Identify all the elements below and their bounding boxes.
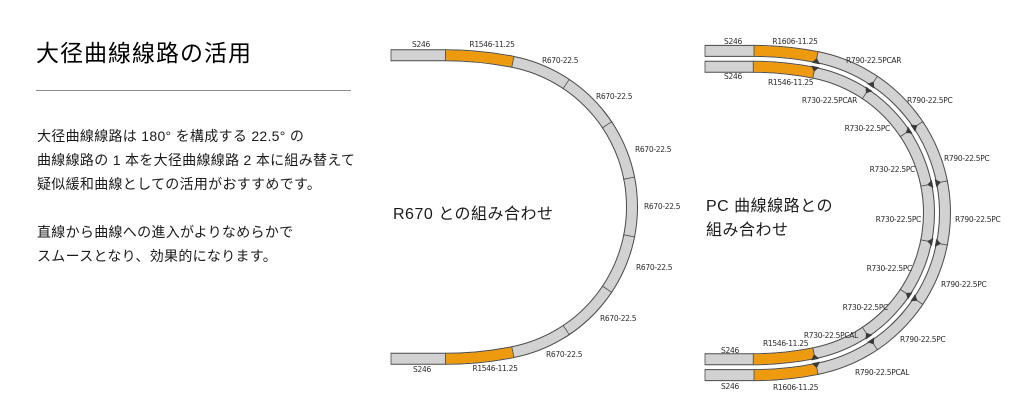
track-label: R1546-11.25 (768, 78, 814, 87)
track-body (705, 61, 934, 365)
diagram-pc-caption-line2: 組み合わせ (706, 222, 789, 239)
track-label: R670-22.5 (644, 202, 681, 211)
intro-paragraph-2: 直線から曲線への進入がよりなめらかで スムースとなり、効果的になります。 (37, 220, 293, 268)
intro-paragraph-1: 大径曲線線路は 180° を構成する 22.5° の 曲線線路の 1 本を大径曲… (37, 124, 355, 196)
track-label: R1606-11.25 (773, 383, 819, 392)
track-outline (705, 60, 935, 366)
track-label: R670-22.5 (636, 263, 673, 272)
intro-line: 疑似緩和曲線としての活用がおすすめです。 (37, 176, 322, 192)
track-label: R790-22.5PC (944, 154, 989, 163)
joint-arrow (905, 292, 913, 300)
diagram-pc-caption: PC 曲線線路との 組み合わせ (706, 195, 833, 243)
track-label: R1546-11.25 (763, 339, 809, 348)
track-label: S246 (721, 346, 739, 355)
track-joint (511, 346, 515, 359)
track-label: R790-22.5PC (907, 96, 952, 105)
easement-highlight-segment (445, 50, 514, 67)
joint-arrow (905, 126, 913, 134)
diagram-r670-combination: S246 R1546-11.25 R670-22.5 R670-22.5 R670-22… (390, 40, 681, 374)
easement-highlight-segment (753, 45, 818, 62)
track-joint (511, 55, 515, 68)
track-label: R790-22.5PCAL (855, 368, 910, 377)
track-label: R790-22.5PC (955, 215, 1000, 224)
joint-arrow (867, 81, 875, 89)
track-label: R670-22.5 (635, 145, 672, 154)
track-label: R790-22.5PC (941, 280, 986, 289)
joint-arrow (811, 354, 820, 361)
track-label: R730-22.5PC (867, 264, 912, 273)
track-body (391, 50, 637, 364)
easement-highlight-segment (445, 347, 514, 364)
joint-arrow (927, 238, 934, 247)
intro-line: 曲線線路の 1 本を大径曲線線路 2 本に組み替えて (37, 152, 356, 168)
track-label: S246 (721, 382, 739, 391)
joint-arrow (934, 179, 941, 188)
track-label: S246 (413, 365, 431, 374)
joint-arrow (934, 238, 941, 247)
track-label: R670-22.5 (600, 314, 637, 323)
track-joint (601, 121, 613, 129)
track-label: R730-22.5PCAR (802, 96, 857, 105)
joint-arrow (910, 294, 918, 302)
joint-arrow (811, 361, 820, 368)
joint-arrow (927, 179, 934, 188)
track-joint (601, 285, 613, 293)
track-label: R790-22.5PC (900, 335, 945, 344)
track-label: R730-22.5PC (870, 165, 915, 174)
title-divider (36, 90, 351, 91)
track-label: S246 (724, 72, 742, 81)
joint-arrow (910, 124, 918, 132)
track-joint (562, 78, 570, 90)
track-body (705, 45, 950, 381)
diagram-r670-caption: R670 との組み合わせ (393, 206, 554, 223)
intro-line: 直線から曲線への進入がよりなめらかで (37, 224, 294, 240)
page-title: 大径曲線線路の活用 (36, 40, 252, 66)
intro-line: スムースとなり、効果的になります。 (37, 248, 278, 264)
track-label: S246 (724, 37, 742, 46)
easement-highlight-segment (753, 348, 815, 365)
track-label: R670-22.5 (596, 92, 633, 101)
easement-highlight-segment (753, 61, 815, 78)
track-label: R1606-11.25 (772, 37, 818, 46)
track-label: R790-22.5PCAR (846, 56, 901, 65)
track-label: R1546-11.25 (469, 40, 515, 49)
track-joint (623, 234, 636, 238)
track-label: R730-22.5PC (843, 303, 888, 312)
track-label: R730-22.5PC (845, 124, 890, 133)
track-joint (562, 324, 570, 336)
joint-arrow (811, 58, 820, 65)
joint-arrow (865, 86, 873, 94)
track-label: R1546-11.25 (472, 364, 518, 373)
intro-line: 大径曲線線路は 180° を構成する 22.5° の (37, 128, 305, 144)
diagram-pc-combination: S246 R1606-11.25 R790-22.5PCAR S246 R1546-11… (704, 37, 1001, 392)
diagram-pc-caption-line1: PC 曲線線路との (706, 198, 834, 215)
track-joint (623, 176, 636, 180)
track-label: R670-22.5 (546, 350, 583, 359)
track-label: S246 (412, 40, 430, 49)
track-label: R670-22.5 (542, 56, 579, 65)
easement-highlight-segment (753, 364, 818, 381)
track-label: R730-22.5PC (876, 215, 921, 224)
joint-arrow (865, 332, 873, 340)
track-label: R730-22.5PCAL (804, 331, 859, 340)
joint-arrow (867, 337, 875, 345)
joint-arrow (811, 65, 820, 72)
